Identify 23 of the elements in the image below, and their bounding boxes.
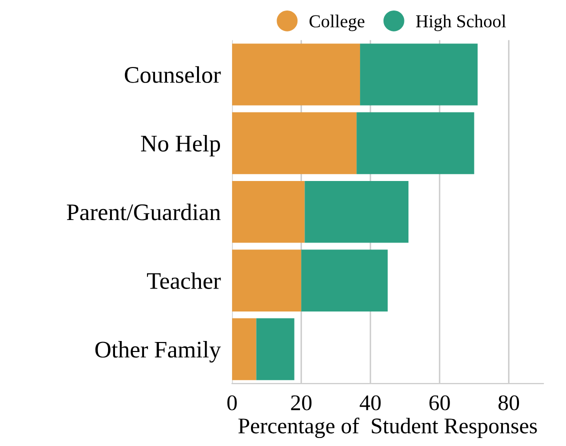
bar [301, 250, 388, 312]
x-tick-label: 40 [360, 395, 381, 410]
legend-label: High School [416, 14, 506, 32]
x-tick-label: 80 [498, 395, 520, 410]
bar [356, 112, 474, 174]
y-tick-label: Teacher [147, 272, 221, 289]
bar [256, 318, 294, 380]
bar [232, 44, 360, 106]
x-tick-label: 60 [429, 395, 450, 410]
y-tick-label: Parent/Guardian [66, 204, 221, 220]
bar [360, 44, 478, 106]
y-tick-label: Counselor [124, 66, 221, 83]
bar [232, 318, 256, 380]
bar [304, 180, 408, 243]
bar [232, 250, 302, 312]
x-axis-title: Percentage of Student Responses [238, 418, 537, 438]
x-tick-label: 0 [227, 395, 237, 410]
y-tick-label: No Help [140, 134, 220, 156]
legend-label: College [310, 14, 364, 32]
bar [232, 180, 305, 243]
y-tick-label: Other Family [95, 341, 221, 363]
x-tick-label: 20 [291, 395, 312, 410]
bar [232, 112, 357, 174]
